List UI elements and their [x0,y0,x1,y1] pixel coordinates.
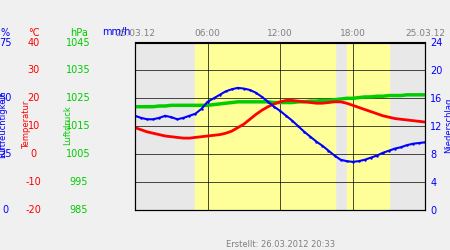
Bar [195,42,334,210]
Text: Temperatur: Temperatur [22,101,31,149]
Text: Niederschlag: Niederschlag [444,97,450,153]
Text: 10: 10 [27,121,40,131]
Text: 75: 75 [0,38,12,48]
Text: 20: 20 [27,93,40,103]
Text: 30: 30 [27,66,40,76]
Text: 985: 985 [69,205,88,215]
Text: 0: 0 [2,205,9,215]
Text: mm/h: mm/h [102,28,130,38]
Text: 1035: 1035 [67,66,91,76]
Text: Erstellt: 26.03.2012 20:33: Erstellt: 26.03.2012 20:33 [225,240,335,249]
Bar [346,42,389,210]
Text: 1045: 1045 [67,38,91,48]
Text: 0: 0 [31,149,37,159]
Text: -20: -20 [26,205,42,215]
Text: Luftdruck: Luftdruck [63,105,72,145]
Text: 1015: 1015 [67,121,91,131]
Text: 1005: 1005 [67,149,91,159]
Text: °C: °C [28,28,40,38]
Text: %: % [1,28,10,38]
Text: -10: -10 [26,177,41,187]
Text: 1025: 1025 [67,93,91,103]
Text: 40: 40 [27,38,40,48]
Text: 50: 50 [0,93,12,103]
Text: 25: 25 [0,149,12,159]
Text: 995: 995 [69,177,88,187]
Text: Luftfeuchtigkeit: Luftfeuchtigkeit [0,92,7,158]
Text: hPa: hPa [70,28,88,38]
